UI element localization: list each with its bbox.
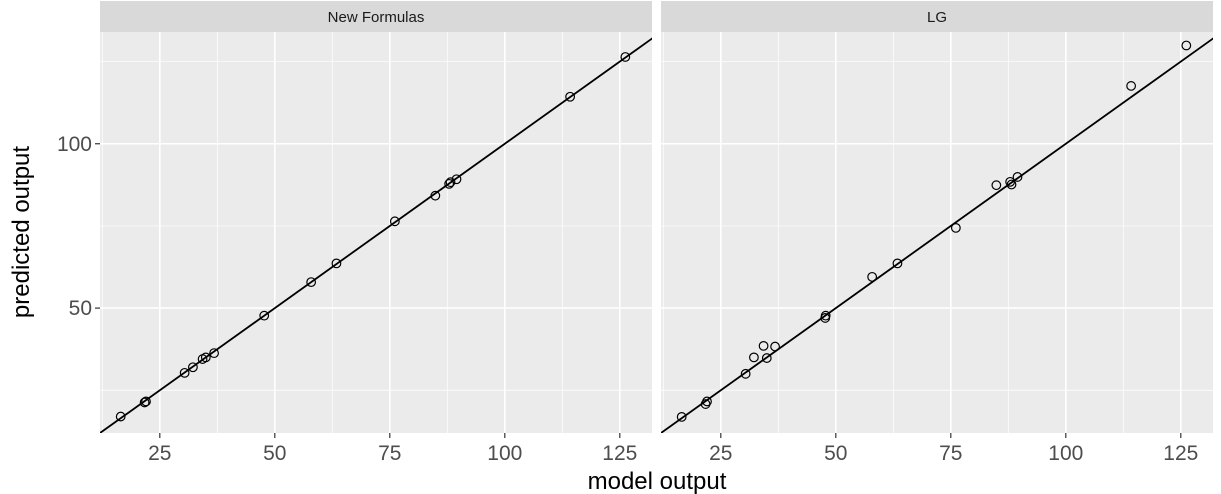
panel-lg: LG xyxy=(661,1,1213,433)
data-point xyxy=(1126,81,1137,91)
data-point xyxy=(892,258,903,269)
x-tick-label: 100 xyxy=(487,442,522,465)
data-point xyxy=(676,411,687,422)
x-tick-label: 125 xyxy=(602,442,637,465)
panel-new-formulas: New Formulas xyxy=(100,1,652,433)
x-tick-label: 125 xyxy=(1163,442,1198,465)
y-tick-label: 100 xyxy=(57,133,92,156)
data-point xyxy=(259,310,270,321)
data-point xyxy=(1012,172,1023,182)
data-point xyxy=(179,367,190,378)
data-point xyxy=(758,340,769,351)
data-point xyxy=(430,190,441,201)
data-point xyxy=(451,174,462,185)
reference-line xyxy=(100,37,652,433)
data-point xyxy=(306,277,317,288)
data-point xyxy=(1181,40,1192,51)
data-point xyxy=(139,397,150,408)
data-point xyxy=(702,396,712,407)
data-point xyxy=(761,353,772,363)
data-point xyxy=(749,352,759,363)
data-point xyxy=(950,222,961,233)
x-axis-right: 25 50 75 100 125 xyxy=(709,433,1198,465)
x-axis-title: model output xyxy=(588,468,727,494)
y-tick-label: 50 xyxy=(69,297,92,320)
data-point xyxy=(867,271,878,282)
x-tick-label: 75 xyxy=(939,442,962,465)
data-point xyxy=(991,180,1002,191)
data-point xyxy=(331,258,342,269)
data-point xyxy=(770,341,780,352)
data-point xyxy=(445,177,456,188)
data-point xyxy=(209,348,219,359)
x-tick-label: 50 xyxy=(263,442,286,465)
facet-strip xyxy=(100,1,652,32)
data-point xyxy=(565,91,576,102)
x-tick-label: 75 xyxy=(378,442,401,465)
x-tick-label: 25 xyxy=(148,442,171,465)
facet-strip xyxy=(661,1,1213,32)
data-point xyxy=(188,362,198,373)
x-tick-label: 50 xyxy=(824,442,847,465)
y-axis-title: predicted output xyxy=(8,146,35,318)
data-point xyxy=(740,368,751,379)
data-point xyxy=(820,310,831,321)
reference-line xyxy=(661,37,1213,433)
data-point xyxy=(200,352,211,363)
data-point xyxy=(115,411,126,422)
data-point xyxy=(444,178,455,189)
data-point xyxy=(620,52,631,62)
facet-title: LG xyxy=(927,9,947,26)
facet-title: New Formulas xyxy=(328,9,425,26)
y-axis: 50 100 xyxy=(57,133,100,320)
data-point xyxy=(141,396,151,407)
data-point xyxy=(1006,179,1017,190)
x-tick-label: 25 xyxy=(709,442,732,465)
x-tick-label: 100 xyxy=(1048,442,1083,465)
data-point xyxy=(389,216,400,227)
x-axis-left: 25 50 75 100 125 xyxy=(148,433,637,465)
